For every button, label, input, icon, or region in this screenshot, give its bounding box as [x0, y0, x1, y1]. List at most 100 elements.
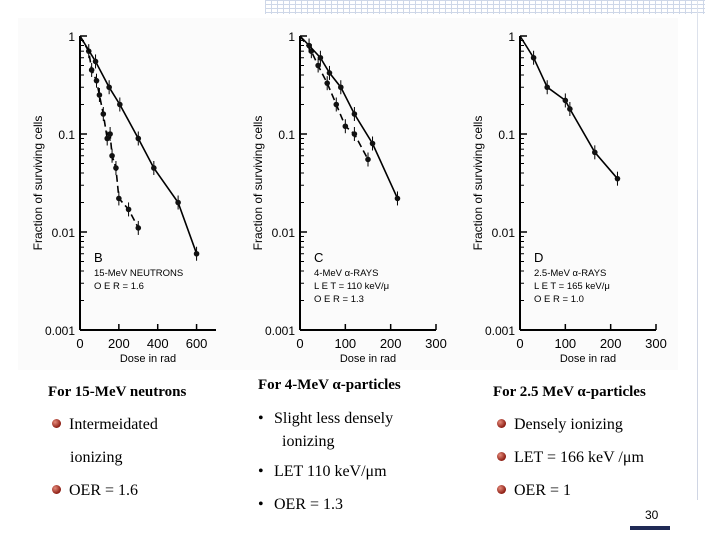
x-tick-label: 400 [147, 336, 169, 351]
bullet-text: OER = 1.3 [274, 496, 344, 513]
data-point [365, 156, 371, 163]
data-point [116, 195, 122, 202]
right-decoration [697, 0, 720, 500]
legend-line: 15-MeV NEUTRONS [94, 268, 183, 279]
data-point [151, 165, 157, 171]
y-tick-label: 0.1 [58, 128, 75, 142]
data-point [394, 195, 401, 202]
panel-letter: C [314, 250, 323, 265]
data-point [315, 62, 321, 69]
x-tick-label: 100 [554, 336, 576, 351]
legend-line: 2.5-MeV α-RAYS [534, 268, 606, 279]
legend-line: L E T = 110 keV/μ [314, 281, 389, 292]
bullet-text: Intermeidated [69, 416, 158, 433]
bullet-item: LET = 166 keV /μm [497, 449, 644, 467]
x-tick-label: 200 [380, 336, 402, 351]
y-tick-label: 0.001 [485, 324, 515, 338]
data-point [338, 84, 344, 91]
data-point [614, 175, 621, 182]
chart-panel-c: 1 0.1 0.01 0.001 0 100 200 300 Dose in rad Fracti… [238, 18, 458, 370]
bullet-dot-icon: • [258, 410, 264, 427]
bullet-dot-icon [497, 451, 506, 461]
bullet-item: OER = 1.6 [52, 482, 138, 500]
data-point [93, 77, 100, 84]
data-point [324, 80, 330, 86]
bullet-item: Intermeidated [52, 416, 158, 434]
data-point [107, 131, 113, 137]
data-point [562, 97, 569, 104]
bullet-item: OER = 1 [497, 482, 571, 500]
bullet-item: • LET 110 keV/μm [258, 463, 387, 481]
data-point [92, 58, 99, 65]
column-4mev-alpha: For 4-MeV α-particles • Slight less dense… [250, 372, 475, 532]
x-axis-label: Dose in rad [340, 353, 396, 365]
y-axis-label: Fraction of surviving cells [471, 116, 485, 251]
y-tick-label: 0.01 [52, 226, 76, 240]
chart-panel-b: 1 0.1 0.01 0.001 0 200 400 600 Dose in rad Fracti… [18, 18, 238, 370]
chart-panel-d: 1 0.1 0.01 0.001 0 100 200 300 Dose in rad Fracti… [458, 18, 678, 370]
x-tick-label: 300 [645, 336, 667, 351]
data-point [342, 123, 349, 130]
legend-line: L E T = 165 keV/μ [534, 281, 610, 292]
data-point [333, 101, 340, 108]
panel-letter: D [534, 250, 543, 265]
page-number-bar [630, 526, 670, 530]
x-tick-label: 300 [425, 336, 447, 351]
series-line [299, 35, 399, 199]
bullet-item: Densely ionizing [497, 416, 623, 434]
bullet-dot-icon: • [258, 463, 264, 480]
data-point [117, 101, 123, 108]
bullet-item: • Slight less densely [258, 410, 393, 428]
y-tick-label: 1 [508, 30, 515, 44]
data-point [135, 225, 142, 231]
bullet-text: LET 110 keV/μm [274, 463, 387, 480]
bullet-dot-icon [497, 418, 506, 428]
column-title: For 4-MeV α-particles [258, 377, 401, 393]
header-decoration [265, 0, 705, 14]
data-point [592, 149, 598, 156]
legend-line: O E R = 1.3 [314, 294, 364, 305]
bullet-dot-icon: • [258, 496, 264, 513]
data-point [106, 84, 112, 91]
data-point [113, 165, 119, 171]
x-tick-label: 200 [600, 336, 622, 351]
bullet-text: ionizing [282, 433, 335, 450]
bullet-dot-icon [52, 484, 61, 494]
y-axis-label: Fraction of surviving cells [251, 116, 265, 251]
page-number: 30 [645, 508, 659, 522]
series-line [79, 35, 198, 254]
data-point [306, 42, 312, 49]
data-point [109, 152, 115, 159]
legend-line: 4-MeV α-RAYS [314, 268, 378, 279]
data-point [125, 206, 132, 213]
right-decoration-line [697, 0, 698, 190]
x-tick-label: 200 [108, 336, 130, 351]
y-axis-label: Fraction of surviving cells [31, 116, 45, 251]
column-2-5mev-alpha: For 2.5 MeV α-particles Densely ionizing… [475, 372, 700, 532]
data-point [567, 106, 573, 112]
column-title: For 2.5 MeV α-particles [493, 384, 646, 400]
legend-line: O E R = 1.0 [534, 294, 584, 305]
bullet-dot-icon [497, 484, 506, 494]
panel-letter: B [94, 250, 103, 265]
data-point [544, 84, 550, 91]
data-point [369, 140, 376, 147]
bullet-text: LET = 166 keV /μm [514, 449, 644, 466]
data-point [326, 70, 333, 76]
y-tick-label: 0.001 [45, 324, 75, 338]
data-point [96, 92, 103, 98]
x-tick-label: 0 [516, 336, 523, 351]
bullet-text: OER = 1.6 [69, 482, 139, 499]
x-tick-label: 0 [76, 336, 83, 351]
bullet-text: Densely ionizing [514, 416, 623, 433]
bullet-item-continuation: ionizing [70, 449, 122, 467]
data-point [351, 111, 358, 117]
data-point [100, 111, 107, 117]
bullet-dot-icon [52, 418, 61, 428]
column-title: For 15-MeV neutrons [48, 384, 187, 400]
x-tick-label: 0 [296, 336, 303, 351]
y-tick-label: 0.1 [498, 128, 515, 142]
